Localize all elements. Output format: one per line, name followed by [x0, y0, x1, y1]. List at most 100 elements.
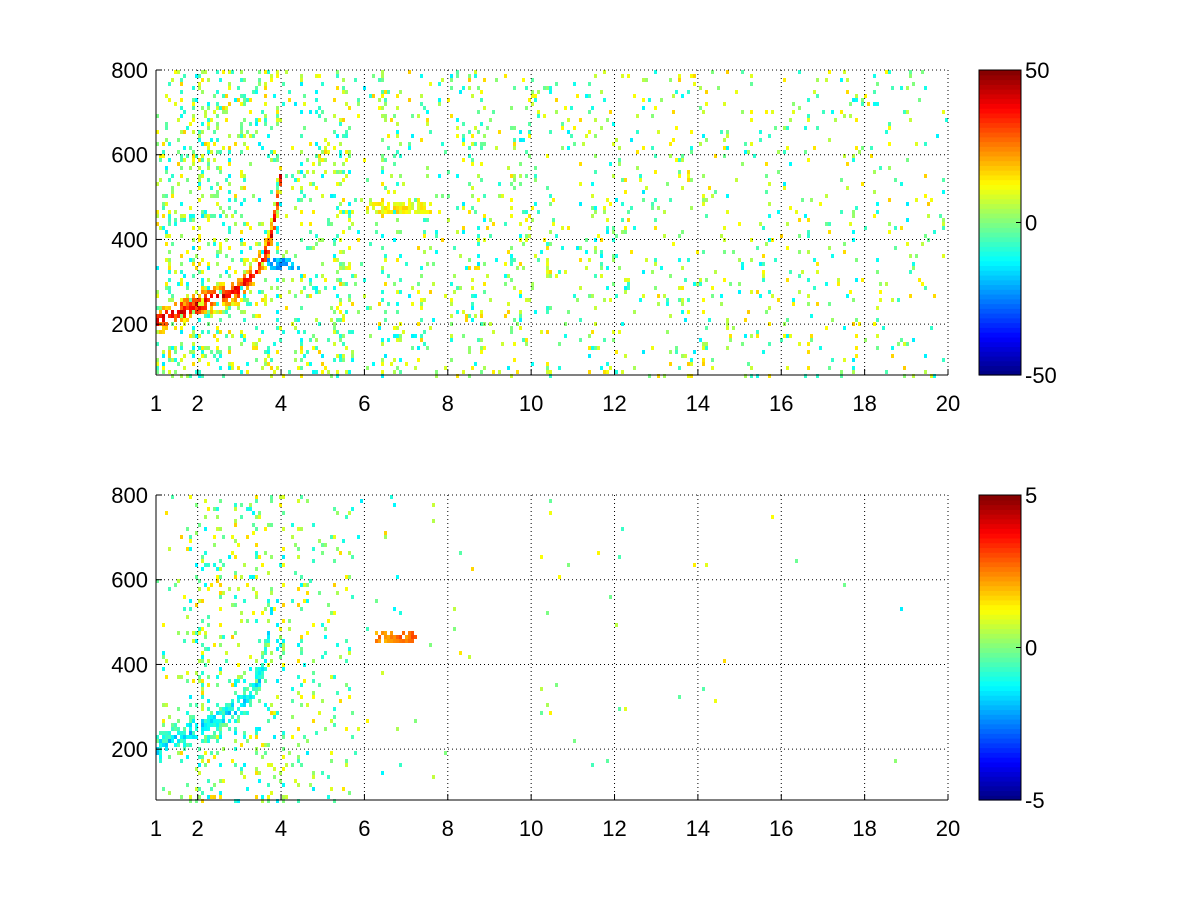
- heatmap-cell: [267, 799, 270, 803]
- heatmap-cell: [333, 611, 336, 615]
- heatmap-cell: [261, 611, 264, 615]
- heatmap-cell: [171, 723, 174, 727]
- heatmap-cell: [219, 310, 222, 314]
- colorbar-segment: [979, 98, 1021, 104]
- heatmap-cell: [786, 334, 789, 338]
- heatmap-cell: [183, 743, 186, 747]
- heatmap-cell: [942, 254, 945, 258]
- heatmap-cell: [240, 242, 243, 246]
- heatmap-cell: [321, 551, 324, 555]
- heatmap-cell: [528, 234, 531, 238]
- heatmap-cell: [348, 170, 351, 174]
- heatmap-cell: [723, 138, 726, 142]
- heatmap-cell: [354, 282, 357, 286]
- heatmap-cell: [180, 342, 183, 346]
- heatmap-cell: [480, 98, 483, 102]
- heatmap-cell: [273, 266, 276, 270]
- heatmap-cell: [267, 599, 270, 603]
- heatmap-cell: [339, 282, 342, 286]
- heatmap-cell: [420, 298, 423, 302]
- heatmap-cell: [255, 122, 258, 126]
- heatmap-cell: [171, 190, 174, 194]
- heatmap-cell: [201, 655, 204, 659]
- heatmap-cell: [165, 242, 168, 246]
- heatmap-cell: [876, 82, 879, 86]
- heatmap-cell: [588, 294, 591, 298]
- heatmap-cell: [267, 230, 270, 234]
- heatmap-cell: [240, 619, 243, 623]
- heatmap-cell: [273, 202, 276, 206]
- heatmap-cell: [381, 70, 384, 74]
- heatmap-cell: [198, 306, 201, 310]
- heatmap-cell: [279, 643, 282, 647]
- heatmap-cell: [351, 274, 354, 278]
- heatmap-cell: [231, 715, 234, 719]
- heatmap-cell: [240, 771, 243, 775]
- heatmap-cell: [480, 178, 483, 182]
- heatmap-cell: [453, 607, 456, 611]
- heatmap-cell: [276, 310, 279, 314]
- heatmap-cell: [483, 134, 486, 138]
- heatmap-cell: [351, 350, 354, 354]
- heatmap-cell: [441, 238, 444, 242]
- heatmap-cell: [678, 695, 681, 699]
- heatmap-cell: [549, 374, 552, 378]
- x-tick-label: 4: [275, 816, 287, 841]
- heatmap-cell: [312, 334, 315, 338]
- heatmap-cell: [399, 254, 402, 258]
- heatmap-cell: [705, 563, 708, 567]
- heatmap-cell: [180, 234, 183, 238]
- heatmap-cell: [474, 74, 477, 78]
- heatmap-cell: [162, 214, 165, 218]
- x-tick-label: 16: [769, 391, 793, 416]
- heatmap-cell: [474, 70, 477, 74]
- heatmap-cell: [276, 214, 279, 218]
- heatmap-cell: [888, 230, 891, 234]
- heatmap-cell: [192, 162, 195, 166]
- heatmap-cell: [216, 751, 219, 755]
- heatmap-cell: [336, 691, 339, 695]
- heatmap-cell: [852, 366, 855, 370]
- heatmap-cell: [429, 326, 432, 330]
- heatmap-cell: [255, 551, 258, 555]
- heatmap-cell: [648, 374, 651, 378]
- heatmap-cell: [669, 142, 672, 146]
- heatmap-cell: [795, 210, 798, 214]
- heatmap-cell: [213, 130, 216, 134]
- heatmap-cell: [855, 334, 858, 338]
- heatmap-cell: [261, 799, 264, 803]
- heatmap-cell: [216, 579, 219, 583]
- heatmap-cell: [510, 262, 513, 266]
- heatmap-cell: [525, 210, 528, 214]
- heatmap-cell: [549, 370, 552, 374]
- heatmap-cell: [198, 659, 201, 663]
- heatmap-cell: [816, 374, 819, 378]
- heatmap-cell: [243, 735, 246, 739]
- heatmap-cell: [174, 583, 177, 587]
- heatmap-cell: [750, 374, 753, 378]
- heatmap-cell: [546, 366, 549, 370]
- heatmap-cell: [798, 342, 801, 346]
- heatmap-cell: [387, 190, 390, 194]
- heatmap-cell: [381, 78, 384, 82]
- heatmap-cell: [264, 118, 267, 122]
- colorbar-segment: [979, 212, 1021, 219]
- heatmap-cell: [279, 655, 282, 659]
- heatmap-cell: [216, 150, 219, 154]
- heatmap-cell: [207, 735, 210, 739]
- colorbar-segment: [979, 336, 1021, 343]
- heatmap-cell: [612, 238, 615, 242]
- heatmap-cell: [345, 134, 348, 138]
- heatmap-cell: [360, 262, 363, 266]
- heatmap-cell: [906, 242, 909, 246]
- heatmap-cell: [591, 346, 594, 350]
- heatmap-cell: [282, 527, 285, 531]
- heatmap-cell: [207, 715, 210, 719]
- heatmap-cell: [579, 162, 582, 166]
- heatmap-cell: [375, 202, 378, 206]
- heatmap-cell: [189, 727, 192, 731]
- heatmap-cell: [288, 90, 291, 94]
- heatmap-cell: [318, 238, 321, 242]
- heatmap-cell: [258, 222, 261, 226]
- heatmap-cell: [264, 258, 267, 262]
